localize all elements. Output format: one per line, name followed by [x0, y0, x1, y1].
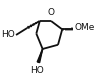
Polygon shape: [37, 49, 43, 63]
Text: O: O: [48, 8, 55, 17]
Text: HO: HO: [2, 30, 15, 40]
Text: OMe: OMe: [74, 23, 95, 32]
Text: HO: HO: [30, 66, 44, 75]
